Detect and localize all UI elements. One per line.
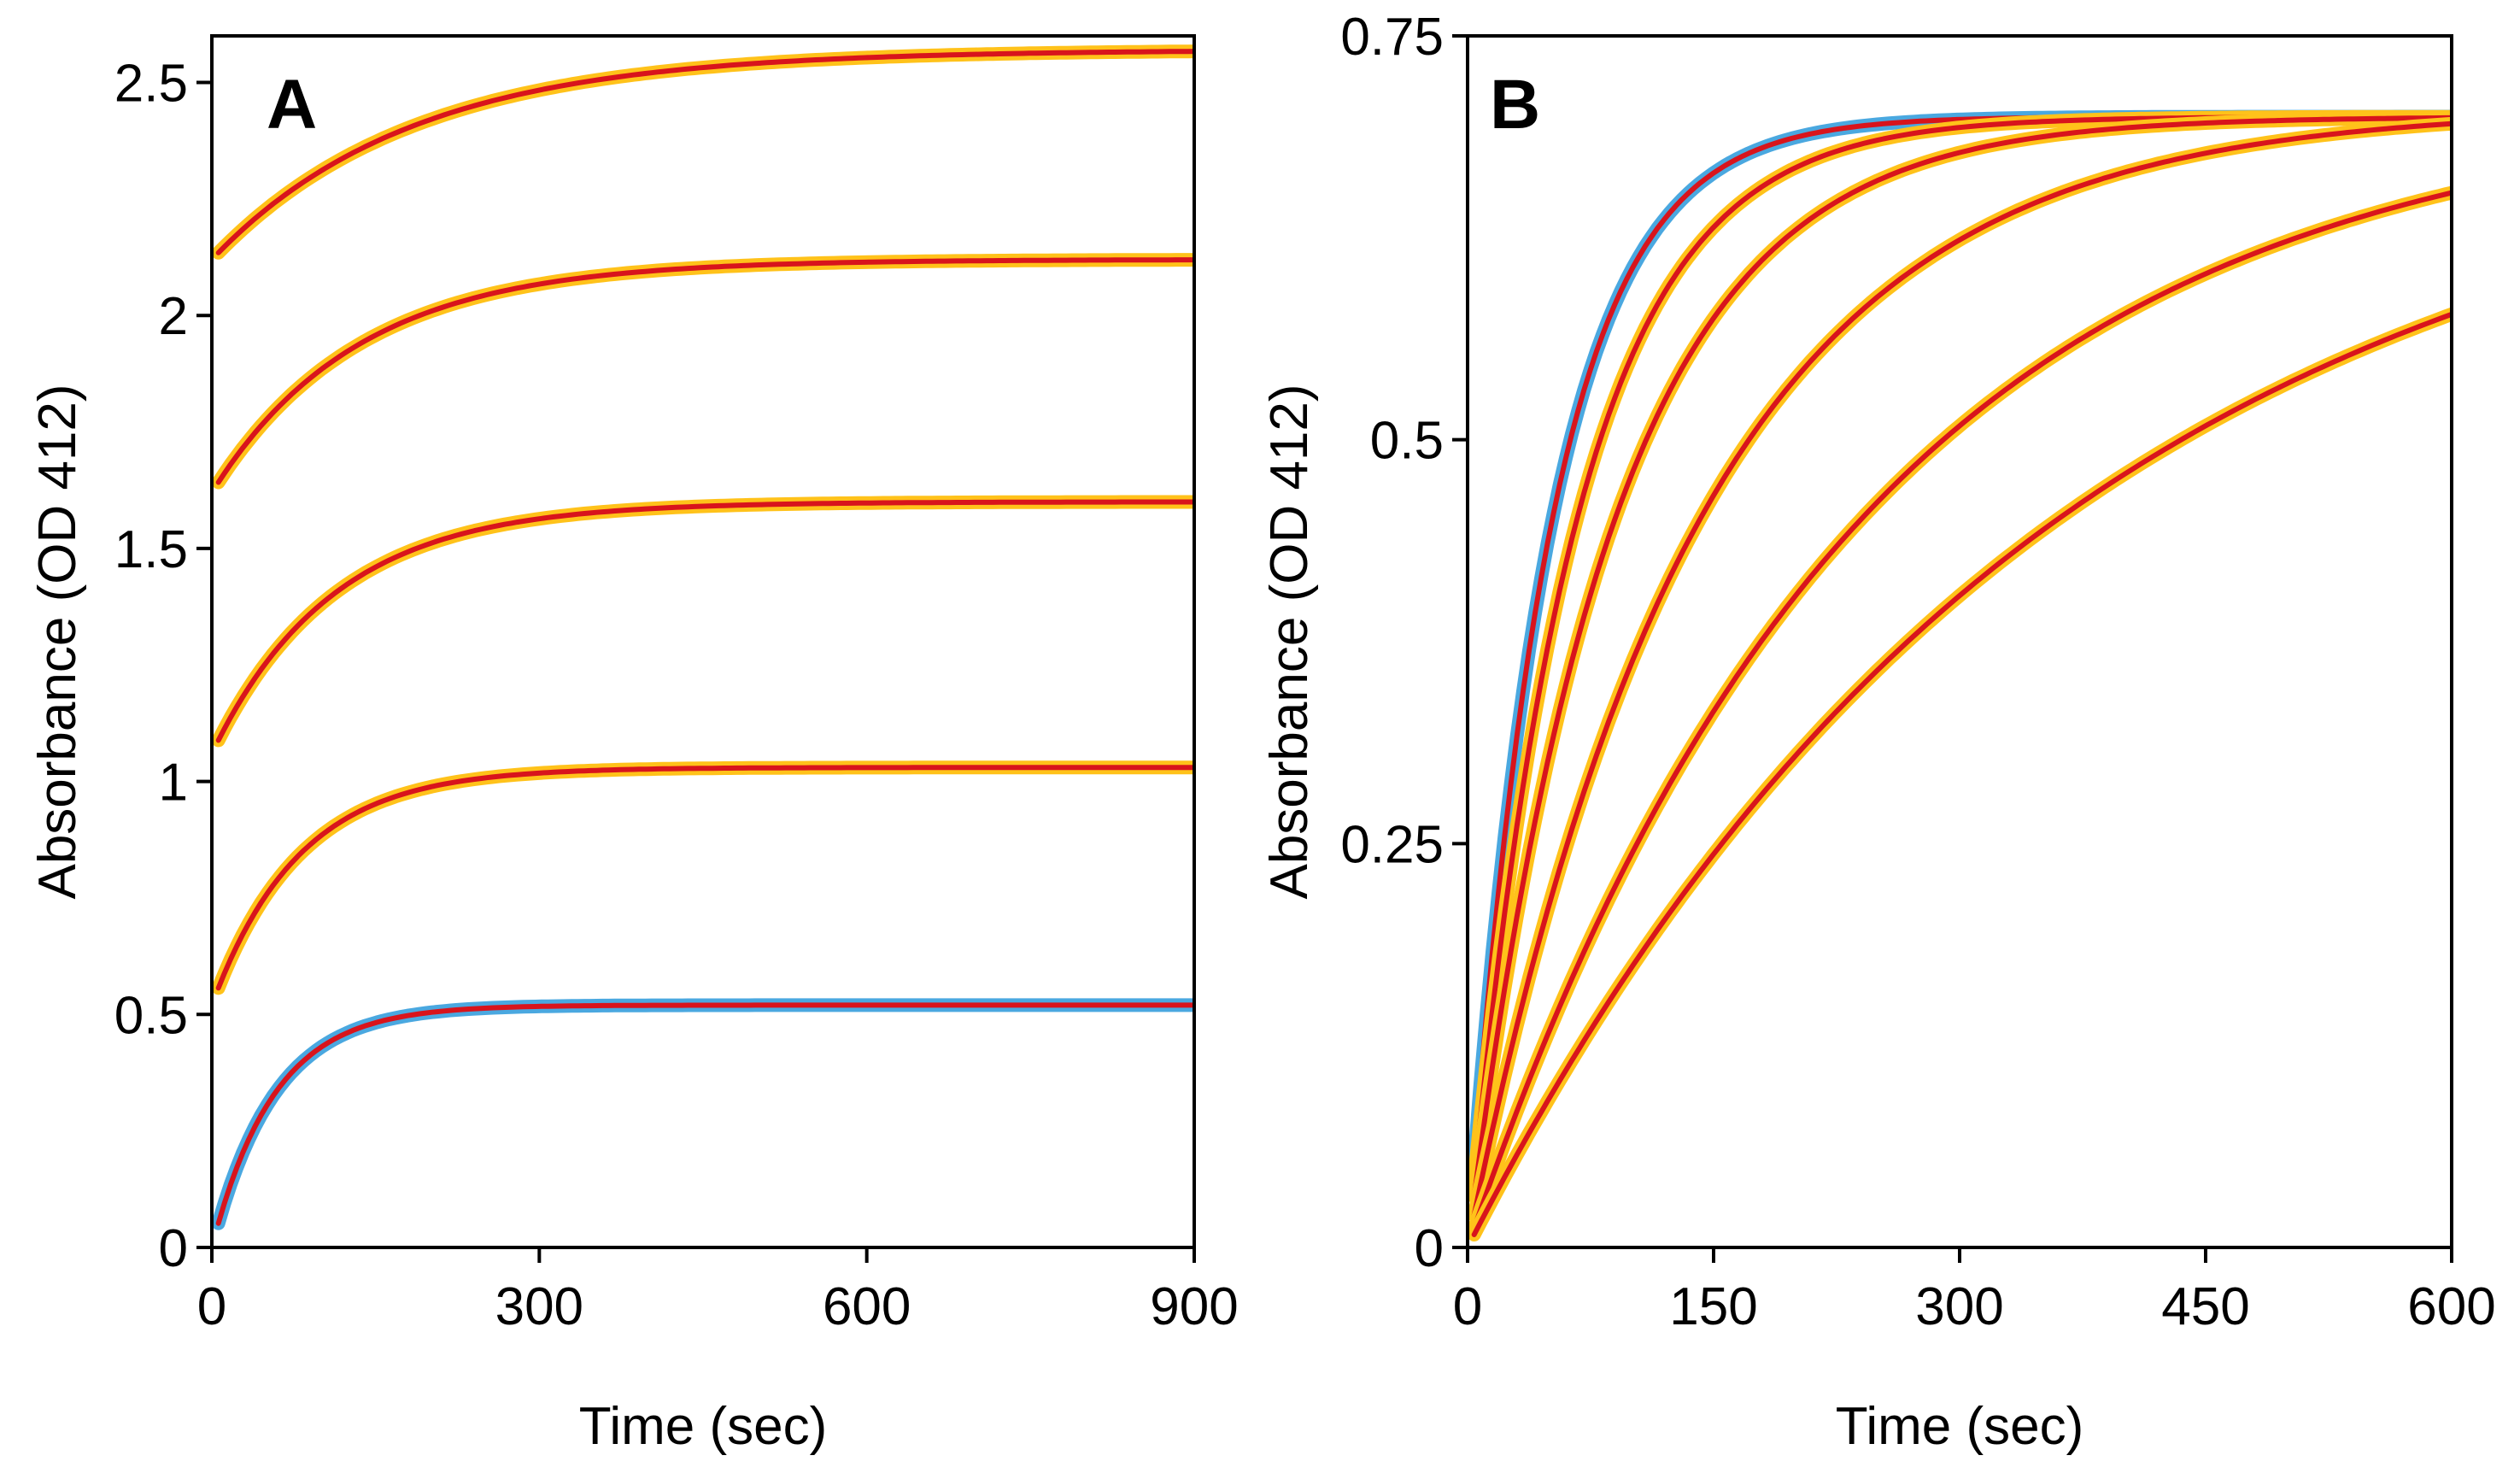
panel-b-series-3-fit	[1471, 114, 2452, 1200]
panel-a-ytick-label: 1	[159, 754, 188, 813]
panel-a-ytick-label: 2.5	[114, 55, 188, 114]
panel-b-xtick-label: 450	[2161, 1277, 2249, 1336]
panel-b-plot-area	[1468, 109, 2452, 1241]
panel-a-ytick-label: 0	[159, 1219, 188, 1278]
panel-a-ytick-label: 2	[159, 287, 188, 346]
panel-a-xtick-label: 600	[823, 1277, 911, 1336]
panel-b-series-5-data	[1468, 185, 2452, 1235]
panel-b-ytick-label: 0.5	[1370, 412, 1444, 471]
panel-b-series-1-data	[1468, 109, 2452, 1168]
panel-a-series-5-data	[212, 44, 1194, 260]
panel-a-xtick-label: 300	[495, 1277, 583, 1336]
panel-b-xtick-label: 150	[1669, 1277, 1757, 1336]
panel-b-ytick-label: 0	[1415, 1219, 1444, 1278]
panel-b-letter: B	[1490, 66, 1540, 144]
panel-a-ticks: 0 300 600 900 0 0.5 1 1.5 2 2.5	[114, 55, 1239, 1336]
panel-b-series-5-fit	[1471, 190, 2452, 1231]
panel-a-ytick-label: 0.5	[114, 986, 188, 1045]
panel-b-ticks: 0 150 300 450 600 0 0.25 0.5 0.75	[1340, 8, 2495, 1336]
panel-a-frame	[210, 34, 1196, 1249]
panel-b-series-6-fit	[1471, 311, 2452, 1237]
panel-b-frame	[1466, 34, 2453, 1249]
panel-b-xlabel: Time (sec)	[1836, 1397, 2083, 1456]
panel-a-xlabel: Time (sec)	[579, 1397, 827, 1456]
panel-a-series-2-fit	[215, 765, 1194, 991]
panel-a-series-5-fit	[215, 49, 1194, 255]
panel-a-series-1-data	[212, 998, 1194, 1230]
panel-a-series-3-fit	[215, 499, 1194, 743]
panel-a-series-4-data	[212, 253, 1194, 490]
panel-a-series-4-fit	[215, 257, 1194, 485]
panel-a-series-1-fit	[215, 1002, 1194, 1226]
panel-b-series-6-data	[1468, 307, 2452, 1241]
panel-b-xtick-label: 300	[1915, 1277, 2003, 1336]
panel-b: 0 150 300 450 600 0 0.25 0.5 0.75 B Time (sec) A…	[1260, 8, 2496, 1456]
panel-b-ytick-label: 0.25	[1340, 815, 1444, 874]
panel-b-series-1-fit	[1471, 114, 2452, 1164]
panel-a: 0 300 600 900 0 0.5 1 1.5 2 2.5 A Time (sec) Abso…	[28, 34, 1239, 1456]
panel-b-ylabel: Absorbance (OD 412)	[1260, 384, 1319, 899]
panel-a-xtick-label: 0	[197, 1277, 226, 1336]
panel-a-plot-area	[212, 44, 1194, 1230]
panel-a-xtick-label: 900	[1150, 1277, 1238, 1336]
panel-b-ytick-label: 0.75	[1340, 8, 1444, 67]
panel-a-ylabel: Absorbance (OD 412)	[28, 384, 87, 899]
panel-b-series-4-fit	[1471, 120, 2452, 1218]
panel-b-xtick-label: 600	[2407, 1277, 2495, 1336]
panel-a-ytick-label: 1.5	[114, 520, 188, 579]
panel-a-letter: A	[267, 66, 317, 144]
panel-a-series-3-data	[212, 495, 1194, 748]
panel-a-series-2-data	[212, 760, 1194, 995]
panel-b-xtick-label: 0	[1453, 1277, 1482, 1336]
